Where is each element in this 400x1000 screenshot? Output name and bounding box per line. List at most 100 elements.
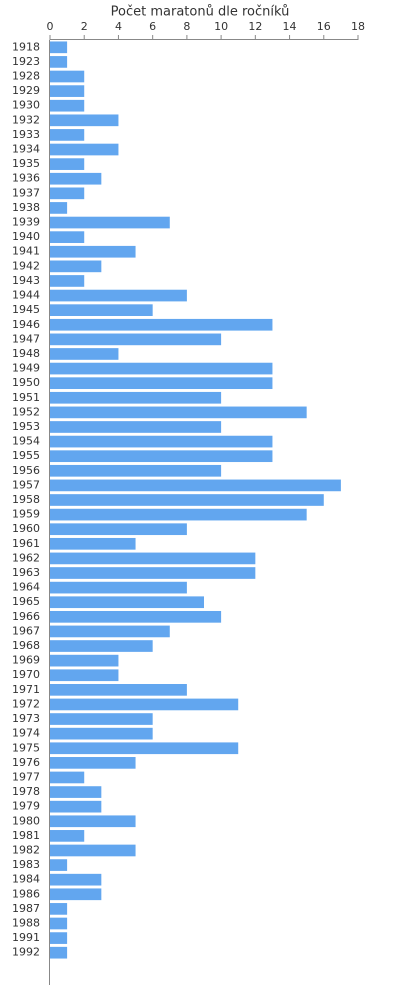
y-tick-label: 1947 [12, 332, 40, 345]
bar [50, 129, 85, 141]
x-tick-label: 18 [351, 20, 365, 33]
y-tick-label: 1951 [12, 391, 40, 404]
bar [50, 669, 119, 682]
y-tick-label: 1954 [12, 435, 40, 448]
bar [50, 567, 256, 579]
bar [50, 654, 119, 667]
y-tick-label: 1969 [12, 654, 40, 667]
bar [50, 56, 68, 68]
bar [50, 275, 85, 287]
bar [50, 800, 102, 813]
bar [50, 888, 102, 901]
y-tick-label: 1973 [12, 712, 40, 725]
bar [50, 143, 119, 156]
bar [50, 231, 85, 243]
x-tick-label: 8 [183, 20, 190, 33]
bar [50, 523, 187, 536]
chart-title: Počet maratonů dle ročníků [111, 5, 290, 20]
x-tick-label: 12 [248, 20, 262, 33]
y-tick-label: 1948 [12, 347, 40, 360]
y-tick-label: 1950 [12, 376, 40, 389]
y-tick-label: 1937 [12, 186, 40, 199]
y-tick-label: 1979 [12, 800, 40, 813]
x-tick-label: 0 [47, 20, 54, 33]
y-tick-label: 1955 [12, 449, 40, 462]
y-tick-label: 1964 [12, 581, 40, 594]
bar [50, 435, 273, 448]
bar [50, 406, 307, 419]
y-tick-label: 1928 [12, 70, 40, 83]
x-tick-label: 10 [214, 20, 228, 33]
bar [50, 494, 324, 506]
bar [50, 421, 222, 433]
y-tick-label: 1943 [12, 274, 40, 287]
x-tick-label: 14 [283, 20, 297, 33]
bar [50, 99, 85, 112]
y-tick-label: 1952 [12, 405, 40, 418]
y-tick-label: 1960 [12, 522, 40, 535]
y-tick-label: 1938 [12, 201, 40, 214]
y-tick-label: 1945 [12, 303, 40, 316]
x-tick-label: 2 [81, 20, 88, 33]
y-tick-label: 1965 [12, 595, 40, 608]
bar [50, 917, 68, 930]
y-tick-label: 1980 [12, 814, 40, 827]
y-tick-label: 1939 [12, 216, 40, 229]
bar [50, 596, 204, 609]
y-tick-label: 1988 [12, 916, 40, 929]
y-tick-label: 1987 [12, 902, 40, 915]
bar [50, 625, 170, 638]
bar [50, 479, 341, 492]
bar [50, 713, 153, 725]
bar [50, 786, 102, 798]
bar [50, 903, 68, 915]
y-tick-label: 1977 [12, 770, 40, 783]
y-tick-label: 1953 [12, 420, 40, 433]
bar [50, 742, 239, 755]
y-tick-label: 1975 [12, 741, 40, 754]
bar [50, 202, 68, 214]
bar [50, 946, 68, 959]
bar [50, 318, 273, 331]
y-tick-label: 1942 [12, 259, 40, 272]
x-tick-label: 4 [115, 20, 122, 33]
bar [50, 70, 85, 83]
y-tick-label: 1958 [12, 493, 40, 506]
y-tick-label: 1966 [12, 610, 40, 623]
y-tick-label: 1935 [12, 157, 40, 170]
y-tick-label: 1934 [12, 143, 40, 156]
bar [50, 216, 170, 229]
y-tick-label: 1923 [12, 55, 40, 68]
bar [50, 464, 222, 477]
y-tick-label: 1982 [12, 843, 40, 856]
y-tick-label: 1971 [12, 683, 40, 696]
bar [50, 508, 307, 521]
y-tick-label: 1978 [12, 785, 40, 798]
bar [50, 348, 119, 360]
bar [50, 873, 102, 886]
y-tick-label: 1984 [12, 873, 40, 886]
y-tick-label: 1976 [12, 756, 40, 769]
bar [50, 85, 85, 97]
bar [50, 727, 153, 740]
bar [50, 552, 256, 565]
y-tick-label: 1957 [12, 478, 40, 491]
bar [50, 640, 153, 652]
bar [50, 771, 85, 784]
bar [50, 450, 273, 463]
y-tick-label: 1974 [12, 727, 40, 740]
y-tick-label: 1936 [12, 172, 40, 185]
y-tick-label: 1967 [12, 624, 40, 637]
bar [50, 377, 273, 390]
bar [50, 830, 85, 842]
bar [50, 245, 136, 258]
y-tick-label: 1992 [12, 946, 40, 959]
x-tick-label: 16 [317, 20, 331, 33]
bar [50, 844, 136, 857]
y-tick-label: 1963 [12, 566, 40, 579]
bar [50, 158, 85, 170]
bar [50, 333, 222, 346]
y-tick-label: 1961 [12, 537, 40, 550]
x-tick-label: 6 [149, 20, 156, 33]
